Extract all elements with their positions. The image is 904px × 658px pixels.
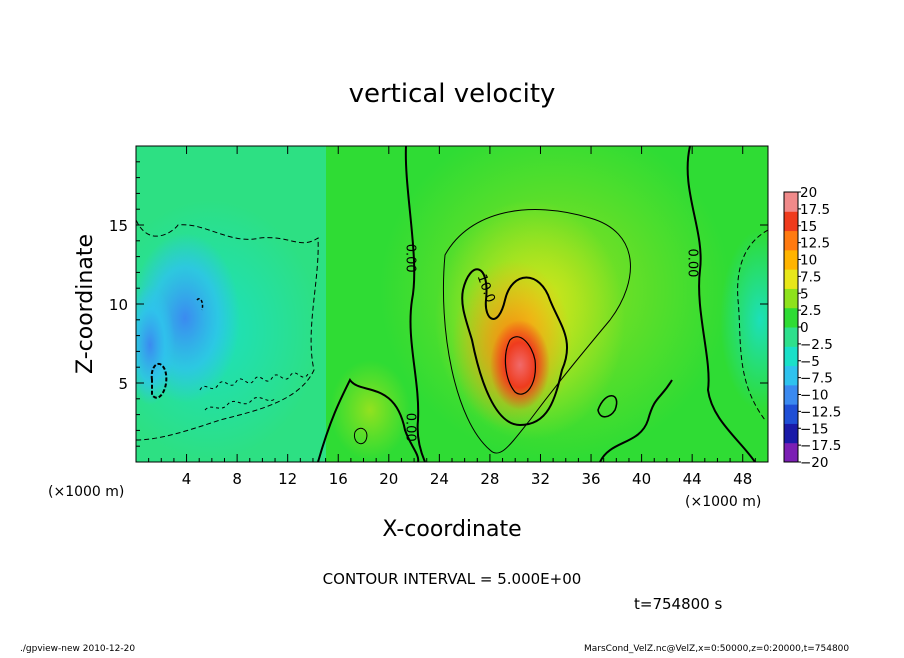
chart-title: vertical velocity (349, 79, 556, 109)
contour-zero (317, 378, 420, 462)
z-tick-label: 15 (109, 217, 128, 235)
contour-zero (599, 379, 673, 462)
colorbar-label: −10 (800, 388, 829, 404)
colorbar-segment (784, 307, 798, 328)
field-cyan-region-right (720, 230, 768, 410)
colorbar-label: 15 (800, 219, 817, 235)
footer-right: MarsCond_VelZ.nc@VelZ,x=0:50000,z=0:2000… (584, 644, 849, 654)
colorbar-label: −12.5 (800, 404, 841, 420)
colorbar-label: −7.5 (800, 371, 833, 387)
time-label: t=754800 s (634, 595, 722, 613)
colorbar-label: −17.5 (800, 438, 841, 454)
x-tick-label: 40 (632, 470, 651, 488)
colorbar-segment (784, 442, 798, 463)
field-lime-region (330, 360, 410, 460)
colorbar: 2017.51512.5107.552.50−2.5−5−7.5−10−12.5… (783, 185, 841, 471)
colorbar-label: −2.5 (800, 337, 833, 353)
x-tick-label: 32 (531, 470, 550, 488)
contour-negative (737, 229, 768, 421)
z-axis: 5 10 15 (109, 161, 768, 447)
contour-label: 0.00 (684, 248, 699, 277)
colorbar-segment (784, 404, 798, 424)
colorbar-label: 17.5 (800, 202, 830, 218)
x-tick-label: 36 (581, 470, 600, 488)
contour-ten (461, 268, 568, 427)
x-unit-label-left: (×1000 m) (48, 484, 124, 500)
contour-zero (404, 146, 426, 462)
plot-area (136, 146, 768, 462)
x-tick-label: 8 (232, 470, 242, 488)
contour-fifteen (504, 336, 537, 395)
colorbar-segment (784, 269, 798, 289)
x-tick-label: 12 (278, 470, 297, 488)
x-tick-label: 4 (182, 470, 192, 488)
colorbar-segment (784, 249, 798, 270)
colorbar-label: 10 (800, 253, 817, 269)
colorbar-label: 2.5 (800, 303, 821, 319)
contour-minus-ten (150, 362, 168, 399)
colorbar-label: −20 (800, 455, 829, 471)
contour-noise (204, 396, 277, 411)
x-axis-title: X-coordinate (382, 517, 521, 542)
colorbar-segment (784, 211, 798, 232)
colorbar-label: 5 (800, 286, 809, 302)
colorbar-label: −15 (800, 421, 829, 437)
z-axis-title: Z-coordinate (73, 234, 98, 374)
colorbar-segment (784, 192, 798, 212)
colorbar-label: −5 (800, 354, 820, 370)
colorbar-segment (784, 365, 798, 386)
contour-minus-ten (196, 298, 204, 311)
colorbar-segment (784, 384, 798, 405)
x-tick-label: 48 (733, 470, 752, 488)
footer-left: ./gpview-new 2010-12-20 (20, 644, 135, 654)
field-updraft-core (490, 320, 550, 410)
colorbar-segment (784, 288, 798, 309)
x-axis: 4 8 12 16 20 24 28 32 36 40 44 48 (148, 146, 756, 488)
contour-zero-small (597, 394, 618, 418)
x-tick-label: 20 (379, 470, 398, 488)
colorbar-label: 0 (800, 320, 809, 336)
contour-five (442, 209, 631, 454)
colorbar-label: 12.5 (800, 236, 830, 252)
x-tick-label: 28 (480, 470, 499, 488)
x-tick-label: 24 (430, 470, 449, 488)
field-downdraft-region (136, 285, 175, 405)
contour-zero (686, 146, 756, 462)
contour-negative (136, 219, 319, 441)
z-tick-label: 10 (109, 296, 128, 314)
x-unit-label-right: (×1000 m) (685, 494, 761, 510)
colorbar-segment (784, 346, 798, 367)
colorbar-segment (784, 423, 798, 444)
colorbar-label: 20 (800, 185, 817, 201)
colorbar-label: 7.5 (800, 269, 821, 285)
colorbar-segment (784, 327, 798, 347)
x-tick-label: 44 (683, 470, 702, 488)
contour-interval-text: CONTOUR INTERVAL = 5.000E+00 (323, 570, 582, 588)
contour-five-small (353, 427, 368, 445)
z-tick-label: 5 (118, 375, 128, 393)
contour-label: 0.00 (402, 244, 417, 273)
x-tick-label: 16 (329, 470, 348, 488)
contour-label: 0.00 (402, 413, 417, 442)
colorbar-segment (784, 230, 798, 251)
